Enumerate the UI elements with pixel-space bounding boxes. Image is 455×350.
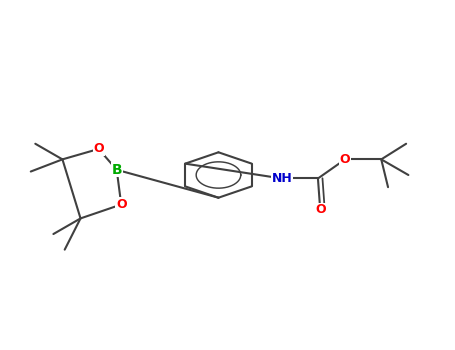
Text: O: O bbox=[340, 153, 350, 166]
Text: NH: NH bbox=[271, 172, 292, 185]
Text: B: B bbox=[111, 163, 122, 177]
Text: O: O bbox=[116, 198, 126, 211]
Text: O: O bbox=[315, 203, 325, 216]
Text: O: O bbox=[93, 142, 104, 155]
